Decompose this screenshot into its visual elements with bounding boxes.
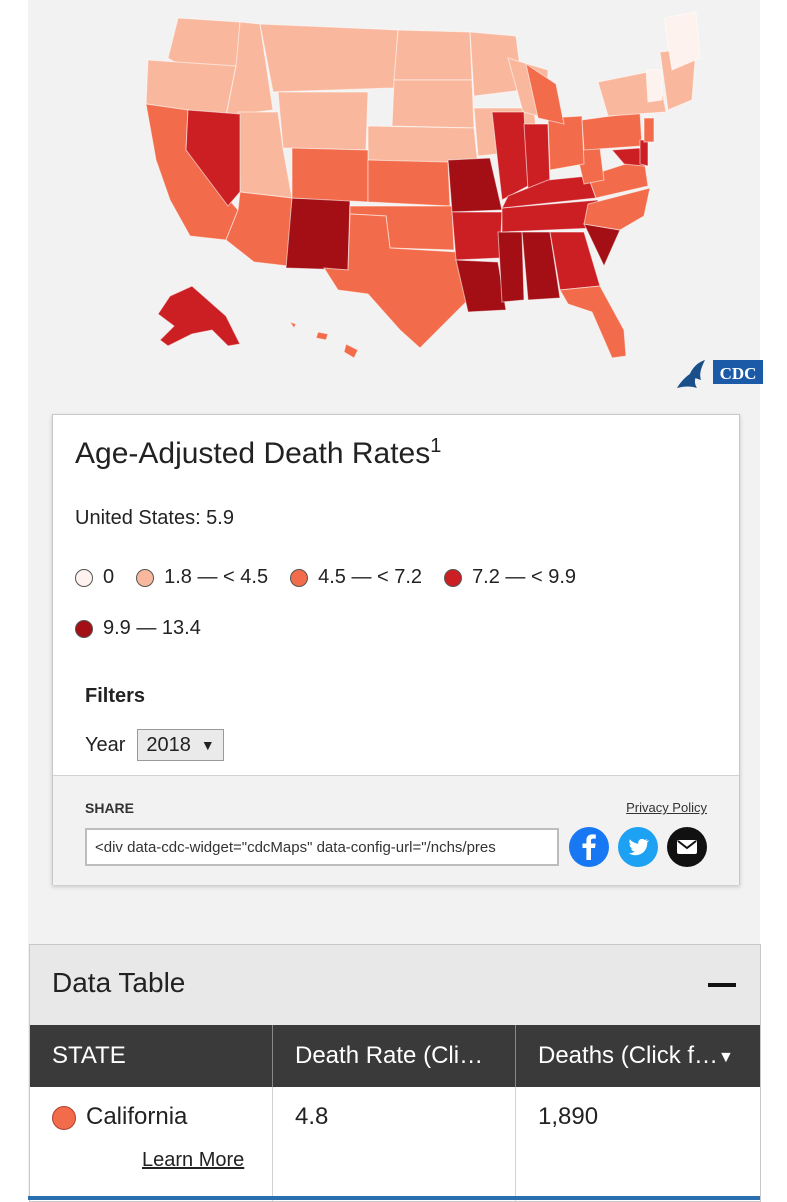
data-table-header[interactable]: Data Table — [30, 945, 760, 1026]
state-wyoming[interactable] — [277, 91, 369, 151]
facebook-icon — [582, 834, 596, 860]
collapse-minus-icon[interactable] — [708, 983, 736, 987]
cdc-logo-text: CDC — [720, 364, 757, 383]
state-north-dakota[interactable] — [393, 29, 473, 81]
state-south-dakota[interactable] — [391, 79, 475, 129]
footnote-marker: 1 — [430, 435, 442, 457]
legend-item[interactable]: 0 — [75, 566, 114, 589]
year-filter: Year 2018 ▼ — [85, 729, 224, 761]
column-header-state[interactable]: STATE — [52, 1042, 126, 1069]
legend-swatch-2 — [290, 568, 309, 587]
year-value: 2018 — [146, 733, 191, 756]
dropdown-caret-icon: ▼ — [200, 737, 215, 753]
column-divider — [272, 1025, 273, 1087]
cell-state: California Learn More — [30, 1087, 272, 1201]
embed-code-input[interactable] — [85, 828, 559, 866]
bottom-accent-line — [28, 1196, 760, 1200]
state-florida[interactable] — [559, 285, 627, 359]
state-name: California — [86, 1103, 188, 1130]
state-colorado[interactable] — [291, 147, 369, 203]
data-table: Data Table STATE Death Rate (Cli… Deaths… — [29, 944, 761, 1202]
us-map[interactable]: CDC — [28, 0, 763, 400]
legend-item[interactable]: 7.2 — < 9.9 — [444, 566, 576, 589]
legend-swatch-0 — [75, 568, 93, 587]
state-maine[interactable] — [663, 11, 701, 71]
state-missouri[interactable] — [447, 157, 503, 213]
state-montana[interactable] — [259, 23, 399, 93]
column-header-death-rate[interactable]: Death Rate (Cli… — [295, 1042, 484, 1069]
state-hawaii[interactable] — [288, 321, 359, 359]
data-table-title: Data Table — [52, 967, 186, 998]
twitter-icon — [628, 838, 649, 856]
sort-desc-icon[interactable]: ▼ — [718, 1049, 734, 1066]
cell-deaths: 1,890 — [538, 1103, 599, 1130]
state-illinois[interactable] — [491, 111, 529, 201]
year-select[interactable]: 2018 ▼ — [137, 729, 224, 761]
filters-label: Filters — [85, 685, 146, 707]
state-indiana[interactable] — [523, 123, 551, 191]
legend-item[interactable]: 4.5 — < 7.2 — [290, 566, 422, 589]
legend-swatch-1 — [136, 568, 155, 587]
email-icon — [677, 840, 697, 854]
state-color-dot — [52, 1105, 76, 1130]
legend-card: Age-Adjusted Death Rates1 United States:… — [52, 414, 740, 885]
us-map-svg[interactable] — [28, 0, 760, 400]
state-delaware[interactable] — [639, 139, 649, 167]
privacy-policy-link[interactable]: Privacy Policy — [626, 800, 707, 815]
state-arkansas[interactable] — [451, 211, 503, 261]
state-nevada[interactable] — [185, 109, 241, 207]
cell-death-rate: 4.8 — [295, 1103, 329, 1130]
legend-row-1: 0 1.8 — < 4.5 4.5 — < 7.2 7.2 — < 9.9 — [75, 566, 598, 589]
cdc-logo-badge — [713, 360, 763, 384]
state-ohio[interactable] — [547, 115, 585, 171]
state-new-jersey[interactable] — [643, 117, 655, 143]
state-kansas[interactable] — [367, 159, 451, 207]
state-louisiana[interactable] — [455, 259, 507, 313]
state-maryland[interactable] — [610, 147, 645, 167]
year-label: Year — [85, 733, 126, 756]
state-north-carolina[interactable] — [583, 187, 651, 231]
cell-divider — [515, 1087, 516, 1201]
legend-swatch-3 — [444, 568, 463, 587]
state-texas[interactable] — [323, 213, 469, 349]
table-row: California Learn More 4.8 1,890 — [30, 1087, 760, 1201]
us-rate: United States: 5.9 — [75, 507, 234, 529]
learn-more-link[interactable]: Learn More — [142, 1149, 245, 1171]
column-header-deaths[interactable]: Deaths (Click f… — [538, 1042, 719, 1069]
share-label: SHARE — [85, 800, 135, 816]
legend-title: Age-Adjusted Death Rates1 — [75, 435, 442, 470]
state-arizona[interactable] — [225, 191, 293, 267]
legend-item[interactable]: 1.8 — < 4.5 — [136, 566, 268, 589]
table-header-row: STATE Death Rate (Cli… Deaths (Click f… … — [30, 1025, 760, 1087]
share-bar: SHARE Privacy Policy — [53, 775, 739, 885]
state-new-mexico[interactable] — [285, 197, 351, 271]
legend-swatch-4 — [75, 619, 93, 638]
email-share-button[interactable] — [667, 827, 707, 867]
cdc-logo: CDC — [673, 352, 768, 392]
cell-divider — [272, 1087, 273, 1201]
state-michigan[interactable] — [525, 62, 565, 125]
state-alabama[interactable] — [521, 231, 561, 301]
legend-item[interactable]: 9.9 — 13.4 — [75, 617, 201, 640]
state-mississippi[interactable] — [497, 231, 525, 303]
hhs-eagle-icon — [677, 360, 705, 388]
twitter-share-button[interactable] — [618, 827, 658, 867]
state-alaska[interactable] — [157, 285, 241, 347]
facebook-share-button[interactable] — [569, 827, 609, 867]
state-pennsylvania[interactable] — [581, 111, 643, 151]
column-divider — [515, 1025, 516, 1087]
legend-row-2: 9.9 — 13.4 — [75, 617, 223, 640]
state-vermont[interactable] — [645, 69, 663, 103]
